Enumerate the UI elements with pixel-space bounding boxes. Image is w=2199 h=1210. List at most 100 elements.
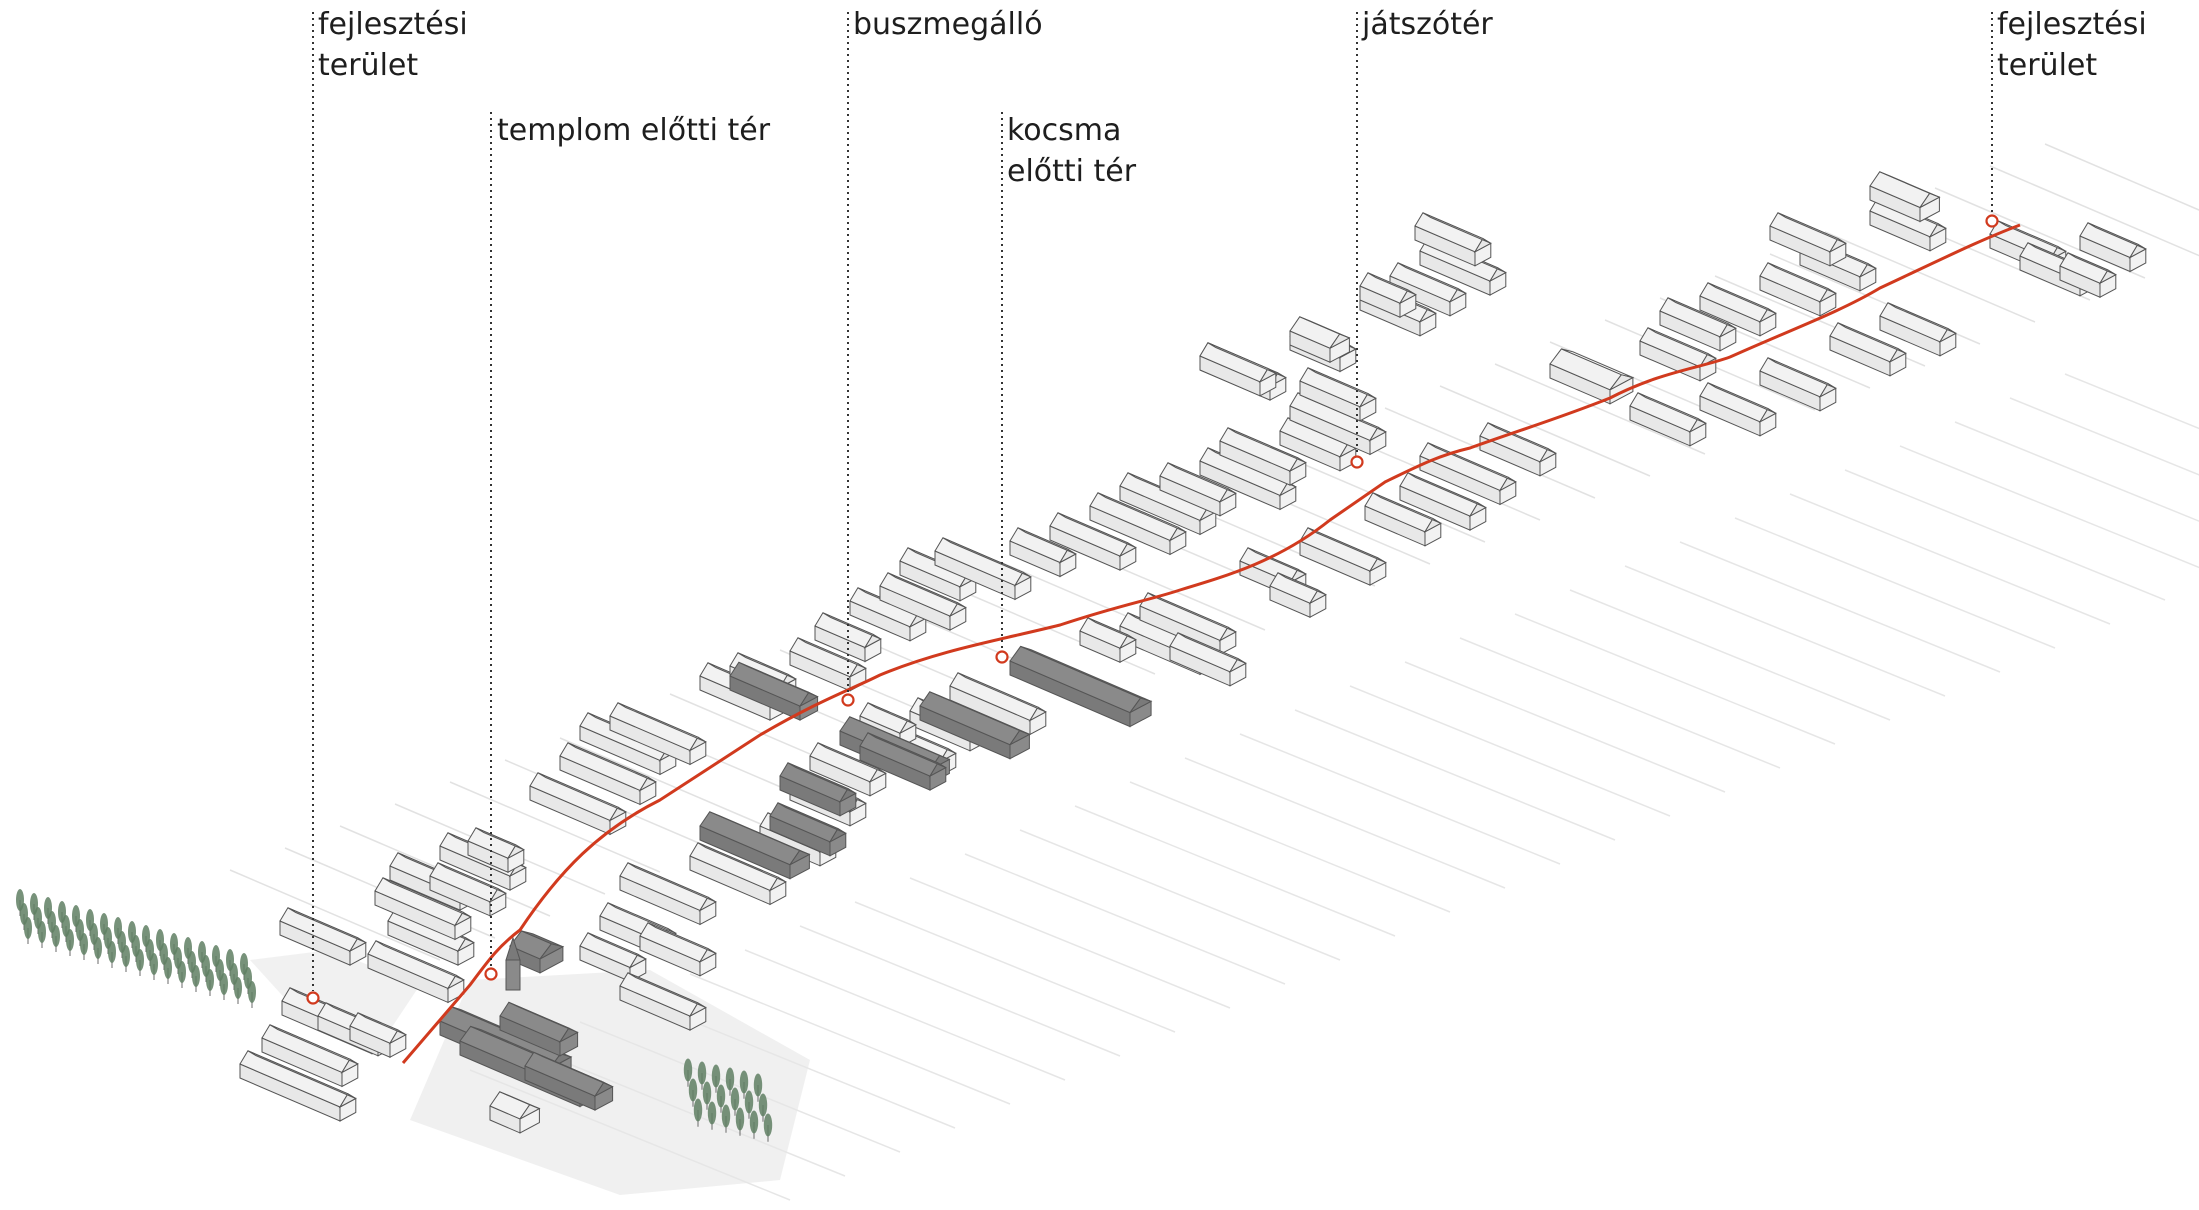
- plot-line: [469, 1069, 791, 1201]
- building-roof: [1372, 492, 1442, 524]
- building-roof: [1837, 322, 1907, 354]
- building-roof: [957, 672, 1047, 713]
- building-roof: [2087, 222, 2147, 250]
- building: [879, 572, 967, 631]
- plot-line: [1844, 469, 2166, 601]
- building-roof: [475, 827, 525, 851]
- building-roof: [1637, 392, 1707, 424]
- building: [579, 932, 647, 983]
- label-church-square: templom előtti tér: [497, 110, 770, 151]
- building: [934, 537, 1032, 601]
- building: [1414, 212, 1492, 267]
- building-roof: [2067, 252, 2117, 276]
- building: [689, 842, 787, 906]
- building: [489, 1091, 541, 1134]
- building: [1479, 422, 1557, 477]
- building: [1829, 322, 1907, 377]
- building: [1699, 282, 1777, 337]
- building: [619, 972, 707, 1031]
- building: [639, 922, 717, 977]
- leader-lines: [312, 12, 1993, 991]
- tree-crown: [234, 977, 242, 999]
- plot-line: [1989, 165, 2199, 257]
- tree-crown: [693, 1098, 703, 1122]
- tree-crown: [763, 1113, 773, 1137]
- main-road: [401, 223, 2021, 1064]
- tree-crown: [749, 1110, 759, 1134]
- plot-line: [2009, 397, 2199, 476]
- tree-crown: [66, 929, 74, 951]
- trees: [16, 889, 773, 1142]
- building-roof: [647, 922, 717, 954]
- building: [1879, 302, 1957, 357]
- label-line: buszmegálló: [853, 7, 1043, 42]
- building-roof: [1020, 645, 1152, 702]
- label-playground: játszótér: [1362, 4, 1493, 45]
- tree-crown: [38, 921, 46, 943]
- label-line: kocsma: [1007, 113, 1122, 148]
- building: [1089, 492, 1187, 556]
- building: [1629, 392, 1707, 447]
- building-roof: [1177, 632, 1247, 664]
- plot-line: [854, 901, 1176, 1033]
- building-roof: [437, 862, 507, 894]
- tree-crown: [707, 1101, 717, 1125]
- label-line: terület: [318, 48, 419, 83]
- tree-crown: [192, 965, 200, 987]
- building: [919, 691, 1031, 760]
- building-roof: [287, 907, 367, 944]
- building: [1299, 367, 1377, 422]
- plot-line: [799, 925, 1121, 1057]
- building-roof: [777, 802, 847, 834]
- tree-crown: [206, 969, 214, 991]
- building-roof: [587, 932, 647, 960]
- tree-crown: [711, 1064, 721, 1088]
- plot-line: [1349, 685, 1671, 817]
- building: [1389, 262, 1467, 317]
- building: [429, 862, 507, 917]
- tree-crown: [730, 1087, 740, 1111]
- building-roof: [499, 1091, 540, 1110]
- building-roof: [867, 732, 947, 769]
- building: [1009, 645, 1153, 728]
- label-line: fejlesztési: [1997, 7, 2147, 42]
- plot-line: [1459, 637, 1781, 769]
- plot-line: [1239, 733, 1561, 865]
- building-roof: [607, 902, 677, 934]
- building-roof: [1707, 382, 1777, 414]
- building: [524, 1051, 614, 1111]
- tree-crown: [688, 1078, 698, 1102]
- building-roof: [508, 1001, 578, 1033]
- location-marker: [1985, 214, 1999, 228]
- location-marker: [306, 991, 320, 1005]
- building: [1289, 316, 1351, 364]
- label-development-area-west: fejlesztési terület: [318, 4, 468, 86]
- building: [1049, 512, 1137, 571]
- building-roof: [1667, 297, 1737, 329]
- tree-crown: [136, 949, 144, 971]
- building: [1299, 527, 1387, 586]
- church-grounds: [410, 970, 810, 1195]
- building-roof: [738, 661, 818, 698]
- plot-line: [1074, 805, 1396, 937]
- plot-line: [689, 973, 1011, 1105]
- tree-crown: [164, 957, 172, 979]
- location-marker: [995, 650, 1009, 664]
- building: [467, 827, 525, 874]
- building: [1009, 527, 1077, 578]
- building-roof: [1057, 512, 1137, 549]
- plot-line: [964, 853, 1286, 985]
- building-roof: [375, 940, 465, 981]
- building: [609, 702, 707, 766]
- tree-crown: [220, 973, 228, 995]
- plot-line: [2064, 373, 2199, 430]
- building: [1419, 442, 1517, 506]
- building-roof: [533, 1051, 613, 1088]
- tree-crown: [725, 1067, 735, 1091]
- church-tower: [505, 959, 521, 991]
- tree-crown: [52, 925, 60, 947]
- building-roof: [822, 612, 882, 640]
- plot-line: [1899, 445, 2199, 569]
